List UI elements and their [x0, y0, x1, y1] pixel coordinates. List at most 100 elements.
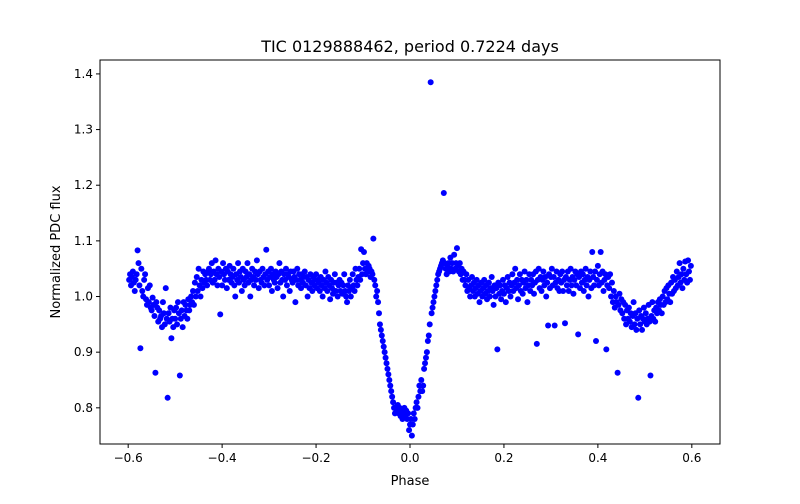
data-point	[354, 282, 361, 289]
data-point	[559, 268, 566, 275]
data-point	[219, 282, 226, 289]
data-point	[142, 271, 149, 278]
data-point	[490, 301, 497, 308]
data-point	[502, 299, 509, 306]
data-point	[413, 399, 420, 406]
data-point	[512, 265, 519, 272]
data-point	[540, 268, 547, 275]
data-point	[382, 354, 389, 361]
data-point	[587, 268, 594, 275]
data-point	[133, 271, 140, 278]
data-point	[432, 287, 439, 294]
data-point	[332, 287, 339, 294]
y-tick-label: 1.2	[74, 178, 93, 192]
data-point	[419, 388, 426, 395]
data-point	[673, 268, 680, 275]
data-point	[434, 276, 441, 283]
data-point	[294, 265, 301, 272]
data-point	[223, 285, 230, 292]
data-point	[369, 271, 376, 278]
data-point	[389, 393, 396, 400]
data-point	[649, 299, 656, 306]
data-point	[523, 276, 530, 283]
data-point	[422, 354, 429, 361]
data-point	[360, 249, 367, 255]
data-point	[174, 321, 181, 328]
data-point	[184, 315, 191, 322]
data-point	[486, 293, 493, 300]
data-point	[259, 265, 266, 272]
data-point	[236, 279, 243, 286]
data-point	[597, 249, 604, 255]
data-point	[686, 268, 692, 275]
data-point	[685, 257, 692, 264]
data-point	[531, 290, 537, 297]
data-point	[255, 285, 262, 292]
data-point	[607, 271, 614, 278]
data-point	[386, 377, 393, 383]
data-point	[316, 287, 323, 294]
data-point	[659, 293, 666, 300]
data-point	[411, 415, 418, 422]
data-point	[415, 393, 422, 400]
data-point	[356, 265, 363, 272]
data-point	[565, 287, 572, 294]
data-point	[346, 276, 353, 283]
x-tick-label: −0.6	[114, 451, 143, 465]
data-point	[153, 299, 160, 306]
data-point	[216, 274, 223, 281]
x-tick-label: 0.2	[494, 451, 513, 465]
data-point	[580, 287, 587, 294]
data-point	[585, 293, 592, 300]
data-point	[172, 315, 179, 322]
data-point	[428, 310, 435, 317]
data-point	[351, 287, 358, 294]
data-point	[414, 404, 421, 411]
data-point	[548, 265, 555, 272]
data-point	[410, 410, 417, 417]
x-tick-label: 0.0	[400, 451, 419, 465]
data-point	[635, 394, 642, 401]
data-point	[430, 299, 437, 306]
data-point	[424, 338, 431, 345]
data-point	[603, 346, 610, 353]
data-point	[168, 335, 175, 342]
data-point	[322, 268, 329, 275]
data-point	[313, 271, 320, 278]
data-point	[377, 326, 384, 333]
plot-frame	[99, 59, 721, 445]
data-point	[637, 321, 644, 328]
data-point	[630, 299, 637, 306]
data-point	[152, 369, 159, 376]
data-point	[592, 268, 599, 275]
data-point	[247, 293, 254, 300]
data-point	[334, 293, 341, 300]
data-point	[500, 290, 507, 297]
data-point	[515, 296, 522, 303]
data-point	[136, 282, 143, 289]
data-point	[497, 282, 504, 289]
data-point	[176, 372, 183, 379]
x-tick-label: −0.2	[301, 451, 330, 465]
data-point	[141, 276, 148, 283]
data-point	[619, 310, 626, 317]
data-point	[524, 299, 531, 306]
data-point	[575, 331, 582, 338]
data-point	[519, 290, 526, 297]
data-point	[543, 293, 550, 300]
data-point	[344, 299, 351, 306]
data-point	[139, 287, 146, 294]
data-point	[174, 299, 181, 306]
data-points	[126, 79, 694, 439]
data-point	[319, 293, 326, 300]
data-point	[162, 285, 169, 292]
data-point	[341, 271, 348, 278]
data-point	[631, 321, 638, 328]
data-point	[388, 388, 395, 395]
data-point	[230, 265, 237, 272]
data-point	[421, 365, 428, 372]
data-point	[427, 79, 434, 86]
data-point	[420, 382, 427, 389]
data-point	[212, 257, 219, 264]
